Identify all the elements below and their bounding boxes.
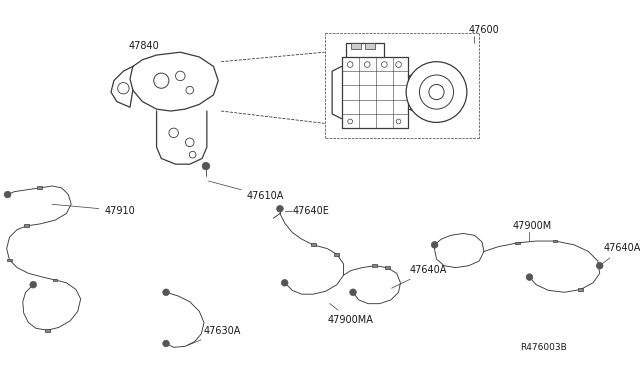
Bar [7, 259, 12, 262]
Text: 47900MA: 47900MA [328, 304, 373, 325]
Bar [335, 253, 339, 256]
Circle shape [154, 73, 169, 88]
Bar [52, 279, 58, 281]
Bar [38, 186, 42, 189]
Text: 47600: 47600 [468, 25, 499, 35]
Circle shape [364, 62, 370, 67]
Bar [579, 288, 583, 291]
Circle shape [30, 281, 36, 288]
Circle shape [169, 128, 179, 138]
Bar [24, 224, 29, 227]
Text: 47840: 47840 [128, 41, 159, 51]
Text: 47910: 47910 [52, 204, 135, 215]
Bar [351, 43, 360, 49]
Circle shape [396, 62, 401, 67]
Bar [372, 264, 377, 267]
Circle shape [175, 71, 185, 81]
Circle shape [349, 289, 356, 296]
Bar [45, 329, 50, 332]
Circle shape [348, 119, 353, 124]
Bar [515, 241, 520, 244]
Circle shape [118, 83, 129, 94]
Circle shape [163, 340, 170, 347]
Circle shape [282, 279, 288, 286]
Circle shape [419, 75, 454, 109]
Circle shape [4, 191, 11, 198]
Circle shape [596, 262, 603, 269]
Circle shape [406, 62, 467, 122]
Bar [385, 266, 390, 269]
Circle shape [396, 119, 401, 124]
Text: 47900M: 47900M [513, 221, 552, 231]
Circle shape [429, 84, 444, 100]
Circle shape [163, 289, 170, 296]
Text: 47640A: 47640A [602, 244, 640, 264]
Circle shape [202, 162, 210, 170]
Text: 47630A: 47630A [188, 326, 241, 345]
Bar [365, 43, 375, 49]
Circle shape [186, 138, 194, 147]
Circle shape [276, 205, 284, 212]
Bar [311, 243, 316, 246]
Circle shape [348, 62, 353, 67]
Circle shape [431, 241, 438, 248]
Text: 47610A: 47610A [209, 181, 284, 201]
Circle shape [526, 274, 533, 280]
Circle shape [381, 62, 387, 67]
Text: R476003B: R476003B [520, 343, 567, 352]
Circle shape [186, 86, 193, 94]
Circle shape [189, 151, 196, 158]
Bar [553, 240, 557, 243]
Text: 47640E: 47640E [292, 206, 329, 216]
Text: 47640A: 47640A [392, 265, 447, 288]
